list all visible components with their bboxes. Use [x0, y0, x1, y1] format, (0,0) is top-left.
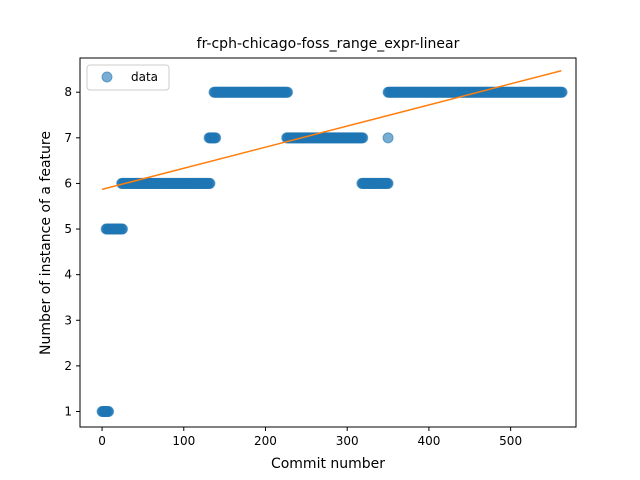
data-point — [210, 132, 222, 144]
x-tick-label: 200 — [254, 434, 277, 448]
y-tick-label: 4 — [64, 268, 72, 282]
chart-title: fr-cph-chicago-foss_range_expr-linear — [197, 36, 460, 52]
legend-marker-data — [101, 71, 113, 83]
fit-line-layer — [101, 70, 562, 191]
scatter-points — [96, 86, 568, 417]
plot-frame — [79, 57, 577, 428]
x-tick-label: 300 — [336, 434, 359, 448]
x-axis-label: Commit number — [271, 456, 385, 472]
data-point — [103, 405, 115, 417]
y-tick-label: 3 — [64, 313, 72, 327]
x-tick-label: 500 — [499, 434, 522, 448]
y-tick-label: 6 — [64, 176, 72, 190]
data-point — [382, 177, 394, 189]
x-axis-ticks: 0 100 200 300 400 500 — [98, 427, 522, 448]
y-tick-label: 5 — [64, 222, 72, 236]
data-point — [204, 177, 216, 189]
fit-line — [101, 70, 562, 191]
y-tick-label: 8 — [64, 85, 72, 99]
x-tick-label: 0 — [98, 434, 106, 448]
legend-label-data: data — [131, 70, 158, 84]
y-tick-label: 7 — [64, 131, 72, 145]
y-tick-label: 1 — [64, 404, 72, 418]
y-axis-ticks: 1 2 3 4 5 6 7 8 — [64, 85, 80, 418]
data-point — [382, 132, 394, 144]
data-point — [116, 223, 128, 235]
data-point — [556, 86, 568, 98]
legend: data — [86, 64, 170, 91]
y-tick-label: 2 — [64, 359, 72, 373]
x-tick-label: 400 — [417, 434, 440, 448]
data-point — [357, 132, 369, 144]
data-point — [282, 86, 294, 98]
x-tick-label: 100 — [172, 434, 195, 448]
legend-box — [86, 64, 170, 91]
y-axis-label: Number of instance of a feature — [38, 131, 54, 355]
